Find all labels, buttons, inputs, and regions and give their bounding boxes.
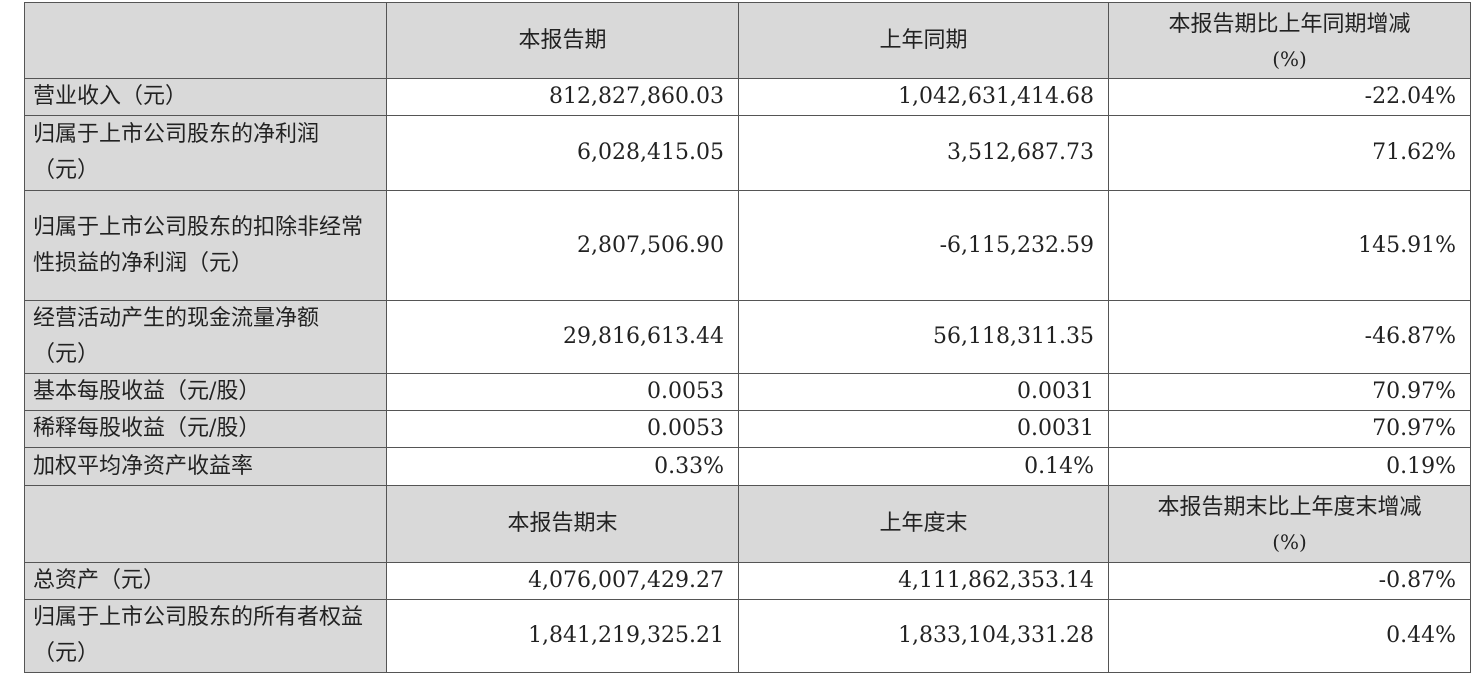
row-label: 归属于上市公司股东的净利润（元） [24, 115, 387, 191]
row-label: 营业收入（元） [24, 78, 387, 116]
header-prior-year-end: 上年度末 [738, 485, 1109, 563]
current-value: 4,076,007,429.27 [386, 562, 739, 600]
current-value: 812,827,860.03 [386, 78, 739, 116]
row-label: 经营活动产生的现金流量净额（元） [24, 300, 387, 374]
prior-value: 1,042,631,414.68 [738, 78, 1109, 116]
table-row: 基本每股收益（元/股） 0.0053 0.0031 70.97% [24, 373, 1471, 411]
table-row: 经营活动产生的现金流量净额（元） 29,816,613.44 56,118,31… [24, 300, 1471, 374]
row-label: 稀释每股收益（元/股） [24, 410, 387, 448]
header-change-unit: (%) [1272, 46, 1307, 71]
row-label: 归属于上市公司股东的所有者权益（元） [24, 599, 387, 673]
financial-summary-table: 本报告期 上年同期 本报告期比上年同期增减 (%) 营业收入（元） 812,827… [24, 2, 1471, 673]
header-change-label: 本报告期末比上年度末增减 [1157, 495, 1422, 520]
prior-value: 0.0031 [738, 410, 1109, 448]
current-value: 0.33% [386, 447, 739, 486]
row-label: 总资产（元） [24, 562, 387, 600]
prior-value: -6,115,232.59 [738, 190, 1109, 301]
prior-value: 3,512,687.73 [738, 115, 1109, 191]
current-value: 0.0053 [386, 410, 739, 448]
table-row: 归属于上市公司股东的扣除非经常性损益的净利润（元） 2,807,506.90 -… [24, 190, 1471, 301]
current-value: 29,816,613.44 [386, 300, 739, 374]
change-value: 0.44% [1108, 599, 1471, 673]
header-change: 本报告期比上年同期增减 (%) [1108, 2, 1471, 79]
table-row: 加权平均净资产收益率 0.33% 0.14% 0.19% [24, 447, 1471, 486]
header-change: 本报告期末比上年度末增减 (%) [1108, 485, 1471, 563]
change-value: 145.91% [1108, 190, 1471, 301]
header-cell-blank [24, 2, 387, 79]
table-row: 营业收入（元） 812,827,860.03 1,042,631,414.68 … [24, 78, 1471, 116]
table-row: 总资产（元） 4,076,007,429.27 4,111,862,353.14… [24, 562, 1471, 600]
current-value: 6,028,415.05 [386, 115, 739, 191]
change-value: -22.04% [1108, 78, 1471, 116]
prior-value: 56,118,311.35 [738, 300, 1109, 374]
header-prior-period: 上年同期 [738, 2, 1109, 79]
table-row: 稀释每股收益（元/股） 0.0053 0.0031 70.97% [24, 410, 1471, 448]
prior-value: 0.0031 [738, 373, 1109, 411]
change-value: 70.97% [1108, 410, 1471, 448]
current-value: 1,841,219,325.21 [386, 599, 739, 673]
table-row: 归属于上市公司股东的所有者权益（元） 1,841,219,325.21 1,83… [24, 599, 1471, 673]
change-value: 71.62% [1108, 115, 1471, 191]
current-value: 0.0053 [386, 373, 739, 411]
prior-value: 0.14% [738, 447, 1109, 486]
change-value: 0.19% [1108, 447, 1471, 486]
header-change-unit: (%) [1272, 530, 1307, 554]
header-current-period: 本报告期 [386, 2, 739, 79]
table-header-row-2: 本报告期末 上年度末 本报告期末比上年度末增减 (%) [24, 485, 1471, 563]
change-value: -0.87% [1108, 562, 1471, 600]
prior-value: 1,833,104,331.28 [738, 599, 1109, 673]
row-label: 基本每股收益（元/股） [24, 373, 387, 411]
prior-value: 4,111,862,353.14 [738, 562, 1109, 600]
table-row: 归属于上市公司股东的净利润（元） 6,028,415.05 3,512,687.… [24, 115, 1471, 191]
change-value: 70.97% [1108, 373, 1471, 411]
table-header-row: 本报告期 上年同期 本报告期比上年同期增减 (%) [24, 2, 1471, 79]
current-value: 2,807,506.90 [386, 190, 739, 301]
header-cell-blank [24, 485, 387, 563]
header-change-label: 本报告期比上年同期增减 [1168, 11, 1411, 37]
change-value: -46.87% [1108, 300, 1471, 374]
header-period-end: 本报告期末 [386, 485, 739, 563]
row-label: 加权平均净资产收益率 [24, 447, 387, 486]
row-label: 归属于上市公司股东的扣除非经常性损益的净利润（元） [24, 190, 387, 301]
